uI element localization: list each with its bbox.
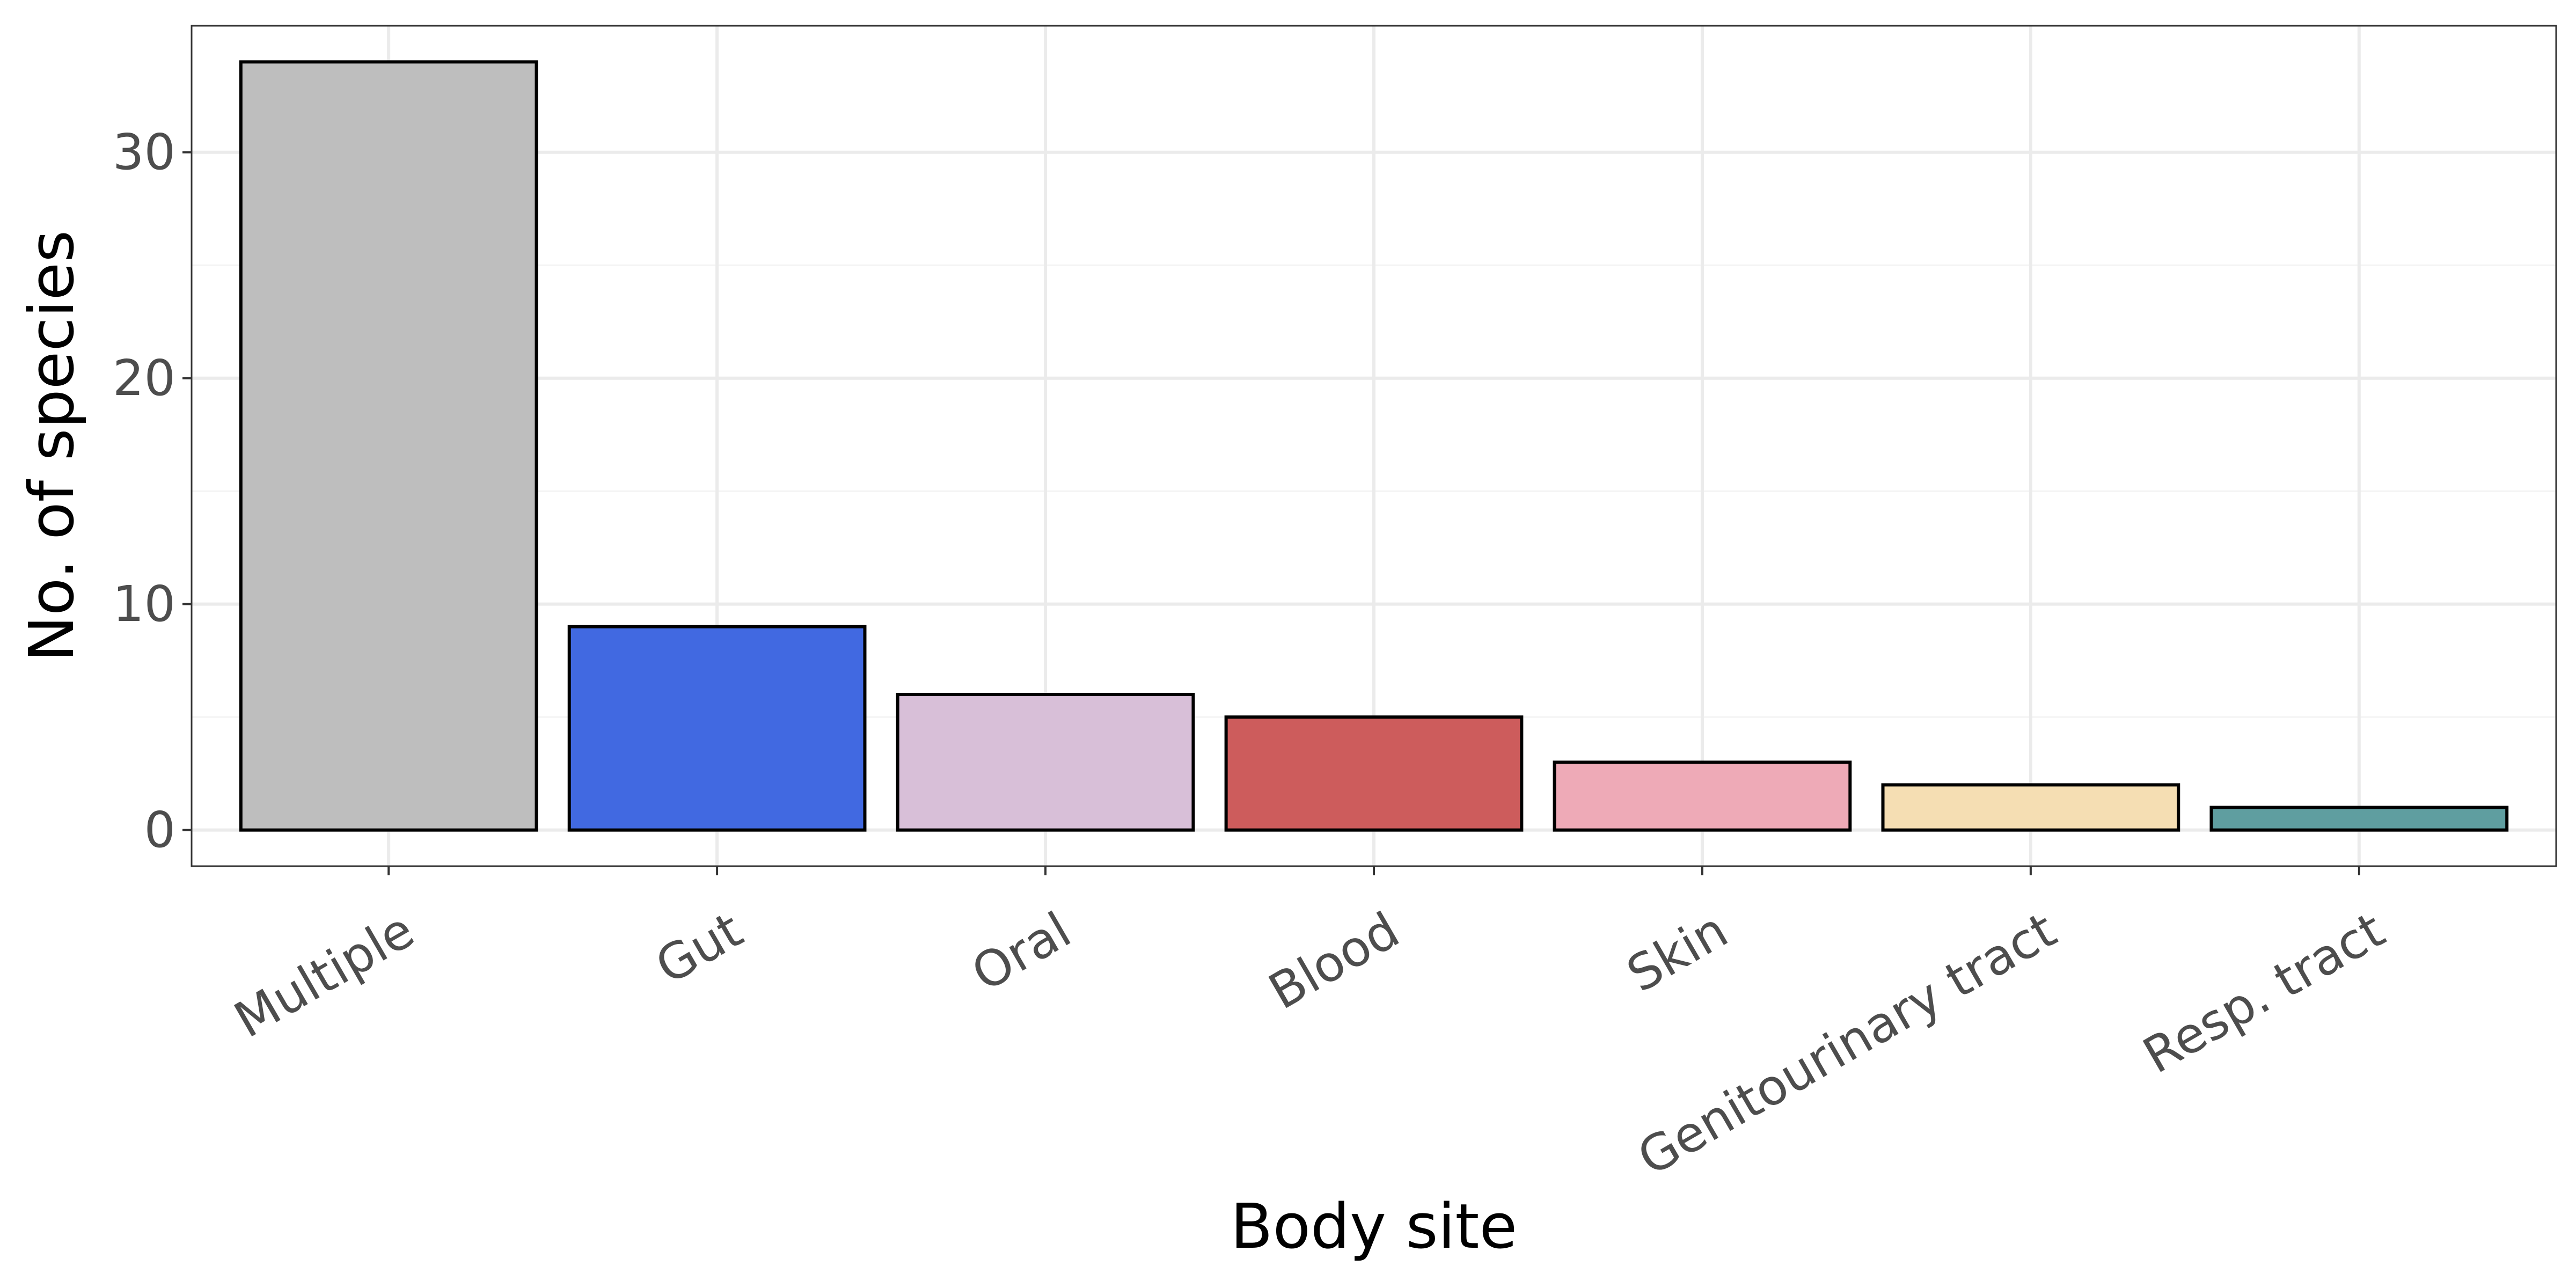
y-tick-label: 30 — [113, 123, 175, 181]
y-tick-label: 10 — [113, 575, 175, 633]
bar — [896, 693, 1195, 832]
bar — [239, 60, 538, 832]
bars-layer — [239, 60, 2509, 832]
x-tick-label: Resp. tract — [2134, 901, 2394, 1085]
y-tick-label: 0 — [144, 801, 175, 859]
x-tick-label: Blood — [1260, 901, 1409, 1020]
x-tick-label: Skin — [1618, 901, 1737, 1003]
y-tick-label: 20 — [113, 349, 175, 407]
grid-layer — [192, 26, 2556, 866]
bar — [1881, 783, 2180, 832]
bar — [2209, 806, 2509, 832]
x-tick-label: Oral — [962, 901, 1080, 1002]
y-axis-title: No. of species — [16, 230, 88, 662]
bar — [567, 625, 867, 832]
x-tick-label: Multiple — [225, 901, 423, 1049]
bar — [1553, 760, 1852, 832]
bar — [1224, 715, 1524, 832]
x-axis-title: Body site — [1231, 1191, 1518, 1263]
x-tick-label: Gut — [646, 901, 752, 996]
